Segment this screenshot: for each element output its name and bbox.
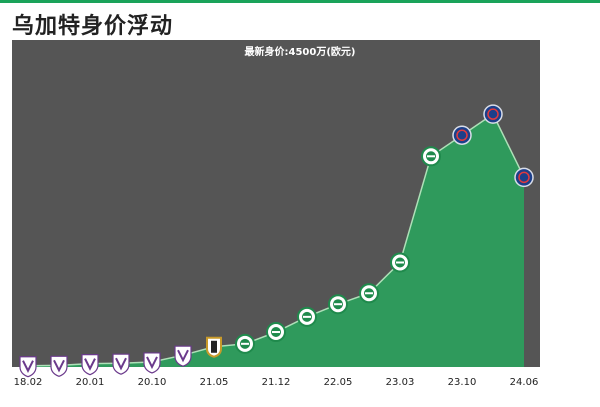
- data-point-badge: [19, 356, 37, 378]
- badge-stripe: [241, 342, 249, 345]
- badge-mark: [487, 108, 499, 120]
- x-axis-strip: [12, 367, 540, 403]
- x-tick-label: 23.03: [386, 377, 415, 388]
- chart-title: 最新身价:4500万(欧元): [245, 45, 356, 58]
- page-title: 乌加特身价浮动: [12, 14, 174, 39]
- value-area: [28, 114, 524, 368]
- badge-stripe: [427, 155, 435, 158]
- data-point-badge: [174, 345, 192, 367]
- y-tick-label: 0: [556, 363, 562, 374]
- data-point-badge: [112, 353, 130, 375]
- badge-mark: [518, 171, 530, 184]
- data-point-badge: [235, 333, 255, 354]
- x-tick-label: 22.05: [324, 377, 353, 388]
- y-tick-label: 4000万: [556, 194, 591, 205]
- badge-mark: [22, 360, 34, 373]
- y-tick-label: 5000万: [556, 152, 591, 163]
- y-tick-label: 6000万: [556, 110, 591, 121]
- chart-svg: 最新身价:4500万(欧元) 0 1000万 2000万 3000万 4000万 5000…: [12, 40, 591, 403]
- data-point-badge: [206, 336, 222, 358]
- badge-shape: [174, 345, 192, 367]
- badge-stripe: [334, 303, 342, 306]
- y-tick-label: 7000万: [556, 68, 591, 79]
- badge-stripe: [365, 292, 373, 295]
- data-point-badge: [81, 354, 99, 376]
- market-value-chart: 最新身价:4500万(欧元) 0 1000万 2000万 3000万 4000万 5000…: [0, 40, 600, 403]
- x-tick-label: 21.05: [200, 377, 229, 388]
- data-point-badge: [266, 322, 286, 343]
- data-point-badge: [421, 146, 441, 167]
- badge-mark: [84, 358, 96, 371]
- y-tick-label: 2000万: [556, 279, 591, 290]
- data-point-badge: [452, 125, 472, 145]
- badge-mark: [456, 129, 468, 141]
- data-point-badge: [514, 167, 534, 188]
- x-tick-label: 21.12: [262, 377, 291, 388]
- top-accent-rule: [0, 0, 600, 3]
- badge-shape: [19, 356, 37, 378]
- badge-mark: [115, 357, 127, 371]
- data-point-badge: [390, 252, 410, 273]
- value-series: [19, 104, 534, 378]
- x-tick-label: 23.10: [448, 377, 477, 388]
- badge-shape: [452, 125, 472, 145]
- badge-mark: [146, 356, 158, 370]
- y-tick-label: 3000万: [556, 237, 591, 248]
- badge-shape: [50, 355, 68, 377]
- data-point-badge: [297, 306, 317, 327]
- x-tick-label: 20.01: [76, 377, 105, 388]
- badge-shape: [483, 104, 503, 124]
- y-tick-label: 1000万: [556, 321, 591, 332]
- data-point-badge: [143, 352, 161, 374]
- x-tick-label: 24.06: [510, 377, 539, 388]
- x-tick-label: 18.02: [14, 377, 43, 388]
- badge-shape: [112, 353, 130, 375]
- badge-mark: [53, 359, 65, 373]
- data-point-badge: [483, 104, 503, 124]
- badge-stripe: [396, 261, 404, 264]
- badge-stripe: [272, 331, 280, 334]
- badge-mark: [177, 349, 189, 363]
- badge-stripe: [303, 315, 311, 318]
- y-axis: 0 1000万 2000万 3000万 4000万 5000万 6000万 7000万: [556, 68, 591, 374]
- badge-shape: [514, 167, 534, 188]
- badge-shape: [81, 354, 99, 376]
- data-point-badge: [328, 294, 348, 315]
- data-point-badge: [359, 283, 379, 304]
- data-point-badge: [50, 355, 68, 377]
- x-tick-label: 20.10: [138, 377, 167, 388]
- x-axis: 18.02 20.01 20.10 21.05 21.12 22.05 23.03 23.10…: [14, 377, 539, 388]
- badge-shape: [143, 352, 161, 374]
- badge-mark: [211, 340, 217, 353]
